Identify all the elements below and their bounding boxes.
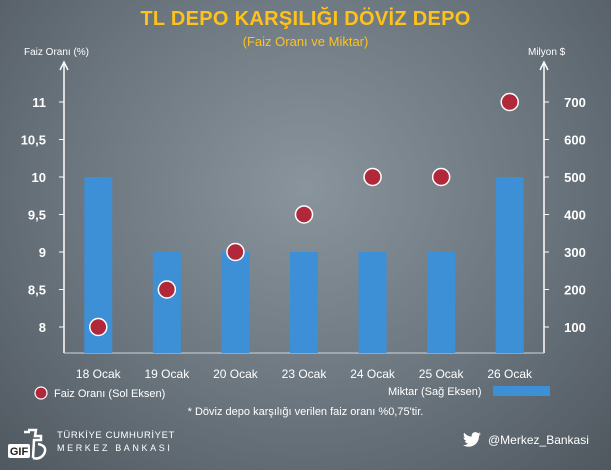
amount-bar <box>495 177 524 353</box>
left-axis-arrow-icon <box>59 60 69 71</box>
bank-name-line1: TÜRKİYE CUMHURİYET <box>57 430 175 441</box>
twitter-bird-icon <box>462 432 481 447</box>
bank-emblem-icon: GIF <box>8 428 50 462</box>
legend-amount-label: Miktar (Sağ Eksen) <box>388 386 482 398</box>
legend-rate-label: Faiz Oranı (Sol Eksen) <box>54 388 166 400</box>
left-axis-tick-label: 10,5 <box>21 133 46 148</box>
right-axis-tick-label: 600 <box>564 133 586 148</box>
rate-point <box>157 280 177 299</box>
right-axis-tick-label: 400 <box>564 208 586 223</box>
rate-point <box>294 205 314 224</box>
x-axis-tick-label: 26 Ocak <box>487 367 533 381</box>
bank-name-line2: MERKEZ BANKASI <box>57 443 173 453</box>
amount-bar <box>427 252 456 353</box>
right-axis-tick-label: 100 <box>564 320 586 335</box>
amount-bar <box>152 252 181 353</box>
chart-subtitle: (Faiz Oranı ve Miktar) <box>242 34 369 49</box>
x-axis-tick-label: 25 Ocak <box>419 367 465 381</box>
rate-point <box>226 242 245 262</box>
rate-point <box>89 317 108 337</box>
rate-point <box>363 167 382 187</box>
legend-rate: Faiz Oranı (Sol Eksen) <box>34 386 165 400</box>
chart-title: TL DEPO KARŞILIĞI DÖVİZ DEPO <box>140 8 471 30</box>
right-axis-tick-label: 300 <box>564 245 586 260</box>
x-axis-tick-label: 18 Ocak <box>76 367 122 381</box>
left-axis-tick-label: 11 <box>32 95 46 110</box>
twitter-handle: @Merkez_Bankasi <box>488 433 589 447</box>
right-axis-arrow-icon <box>539 60 549 71</box>
twitter-link[interactable]: @Merkez_Bankasi <box>462 432 589 448</box>
rate-point <box>431 167 451 187</box>
amount-bar <box>290 252 318 353</box>
right-axis-tick-label: 700 <box>564 95 586 110</box>
right-axis-tick-label: 500 <box>564 170 586 185</box>
gif-badge: GIF <box>10 446 29 458</box>
left-axis-tick-label: 8,5 <box>28 283 46 298</box>
x-axis-tick-label: 20 Ocak <box>213 367 259 381</box>
x-axis-tick-label: 19 Ocak <box>145 367 191 381</box>
left-axis-tick-label: 8 <box>39 320 46 335</box>
left-axis-tick-label: 9 <box>39 245 46 260</box>
legend-amount: Miktar (Sağ Eksen) <box>388 386 550 398</box>
legend-rate-marker <box>34 386 48 400</box>
left-axis-title: Faiz Oranı (%) <box>24 47 90 58</box>
legend-amount-swatch <box>492 386 550 396</box>
x-axis-tick-label: 23 Ocak <box>282 367 328 381</box>
footnote: * Döviz depo karşılığı verilen faiz oran… <box>187 406 424 418</box>
x-axis-tick-label: 24 Ocak <box>350 367 396 381</box>
bank-name: TÜRKİYE CUMHURİYET MERKEZ BANKASI <box>57 430 175 454</box>
amount-bar <box>221 252 250 353</box>
emblem-shape: GIF <box>8 428 47 460</box>
left-axis-tick-label: 9,5 <box>28 208 46 223</box>
rate-point <box>500 92 519 112</box>
right-axis-tick-label: 200 <box>564 283 586 298</box>
right-axis-title: Milyon $ <box>528 47 566 58</box>
left-axis-tick-label: 10 <box>32 170 46 185</box>
amount-bar <box>358 252 387 353</box>
